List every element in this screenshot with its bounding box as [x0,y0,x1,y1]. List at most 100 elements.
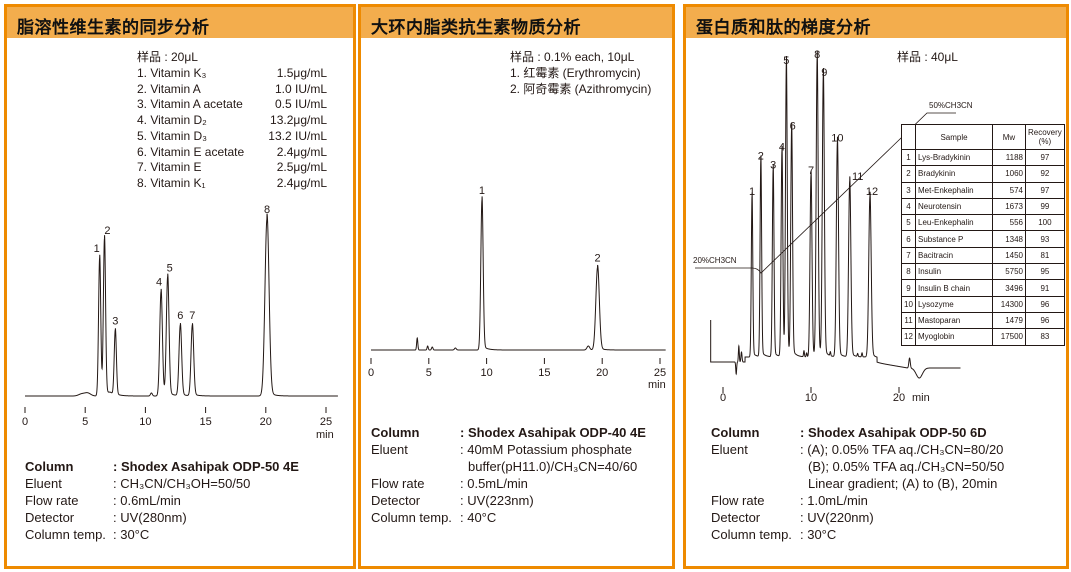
table-cell: 17500 [992,328,1026,346]
compound-concentration: 2.5μg/mL [276,160,327,175]
peak-label: 3 [112,316,118,328]
condition-label: Column [25,459,74,474]
gradient-end-label: 50%CH3CN [929,101,973,110]
table-cell: 10 [901,295,916,313]
table-row: 8 Insulin 5750 95 [901,263,1065,281]
table-cell: 93 [1025,230,1065,248]
table-cell: 4 [901,197,916,216]
condition-label: Eluent [25,476,62,491]
table-cell: Neurotensin [915,197,993,216]
table-cell: 9 [901,279,916,297]
table-cell: Insulin [915,263,993,281]
x-tick-label: 5 [426,367,432,379]
compound-concentration: 2.4μg/mL [276,144,327,159]
condition-label: Column temp. [711,527,792,542]
table-cell: 12 [901,328,916,346]
panel-fat-soluble-vitamins: 脂溶性维生素的同步分析 [4,4,356,569]
peak-label: 10 [831,132,843,144]
table-header-row: Sample Mw Recovery (%) [901,124,1065,150]
x-tick-label: 20 [596,367,608,379]
condition-value: : 1.0mL/min [800,493,868,508]
compound-concentration: 1.5μg/mL [276,66,327,80]
table-cell: 5750 [992,263,1026,281]
peak-label: 8 [264,204,270,216]
condition-value: (B); 0.05% TFA aq./CH₃CN=50/50 [808,459,1005,474]
table-cell: Bacitracin [915,246,993,265]
table-cell: 97 [1025,181,1065,199]
table-cell: 11 [901,311,916,330]
compound-name: 3. Vitamin A acetate [137,97,243,112]
x-tick-label: 25 [320,416,332,428]
x-tick-label: 10 [805,392,817,404]
compound-1: 1. 红霉素 (Erythromycin) [510,66,641,80]
gradient-profile-line [695,112,956,274]
condition-label: Detector [711,510,761,525]
table-cell: 3 [901,181,916,199]
peak-label: 7 [189,310,195,322]
condition-label: Column [371,425,420,440]
peak-label: 9 [821,67,827,79]
compound-2: 2. 阿奇霉素 (Azithromycin) [510,82,652,96]
table-cell: 1 [901,148,916,167]
table-cell: 1673 [992,197,1026,216]
condition-label: Eluent [371,442,408,457]
x-tick-label: 15 [199,416,211,428]
x-tick-label: 5 [82,416,88,428]
table-cell: 8 [901,263,916,281]
panel-header: 大环内脂类抗生素物质分析 [361,7,672,38]
table-cell: Myoglobin [915,328,993,346]
peak-label: 1 [749,186,755,198]
chromatogram-trace [371,196,666,351]
table-cell: 2 [901,165,916,183]
condition-value: : 0.6mL/min [113,493,181,508]
peak-label: 4 [156,277,162,289]
condition-value: : 30°C [113,527,150,542]
sample-table: Sample Mw Recovery (%) 1 Lys-Bradykinin 1188 9… [901,124,1065,346]
compound-name: 7. Vitamin E [137,160,202,175]
peak-label: 8 [814,49,820,61]
peak-label: 5 [167,262,173,274]
table-cell: 1188 [992,148,1026,167]
table-cell: 7 [901,246,916,265]
x-tick-label: 20 [260,416,272,428]
x-axis-unit: min [648,379,666,391]
condition-value: : UV(220nm) [800,510,874,525]
table-cell: 3496 [992,279,1026,297]
gradient-start-label: 20%CH3CN [693,256,737,265]
peak-label: 2 [104,225,110,237]
condition-label: Column [711,425,760,440]
table-cell: 6 [901,230,916,248]
x-tick-label: 0 [720,392,726,404]
x-tick-label: 10 [139,416,151,428]
x-tick-label: 0 [22,416,28,428]
x-tick-label: 10 [480,367,492,379]
table-cell: Mastoparan [915,311,993,330]
compound-concentration: 0.5 IU/mL [274,97,327,112]
table-cell: Lys-Bradykinin [915,148,993,167]
table-cell: 96 [1025,295,1065,313]
x-tick-label: 0 [368,367,374,379]
x-tick-label: 25 [654,367,666,379]
peak-label: 4 [779,141,785,153]
peak-label: 2 [595,253,601,265]
x-axis-unit: min [316,429,334,441]
peak-label: 5 [783,55,789,67]
compound-name: 1. Vitamin K₃ [137,66,207,80]
condition-value: : 40mM Potassium phosphate [460,442,632,457]
compound-concentration: 13.2μg/mL [270,113,327,128]
condition-label: Detector [371,493,421,508]
table-row: 7 Bacitracin 1450 81 [901,246,1065,265]
condition-label: Flow rate [711,493,765,508]
panel-macrolide-antibiotics: 大环内脂类抗生素物质分析 [358,4,675,569]
condition-value: : Shodex Asahipak ODP-50 6D [800,425,987,440]
table-cell: 1060 [992,165,1026,183]
condition-value: Linear gradient; (A) to (B), 20min [808,476,998,491]
peak-label: 11 [852,171,863,183]
table-cell: Leu-Enkephalin [915,214,993,232]
table-cell: Lysozyme [915,295,993,313]
table-header-cell: Mw [992,124,1026,150]
table-cell: 556 [992,214,1026,232]
table-row: 6 Substance P 1348 93 [901,230,1065,248]
peak-label: 6 [790,121,796,133]
